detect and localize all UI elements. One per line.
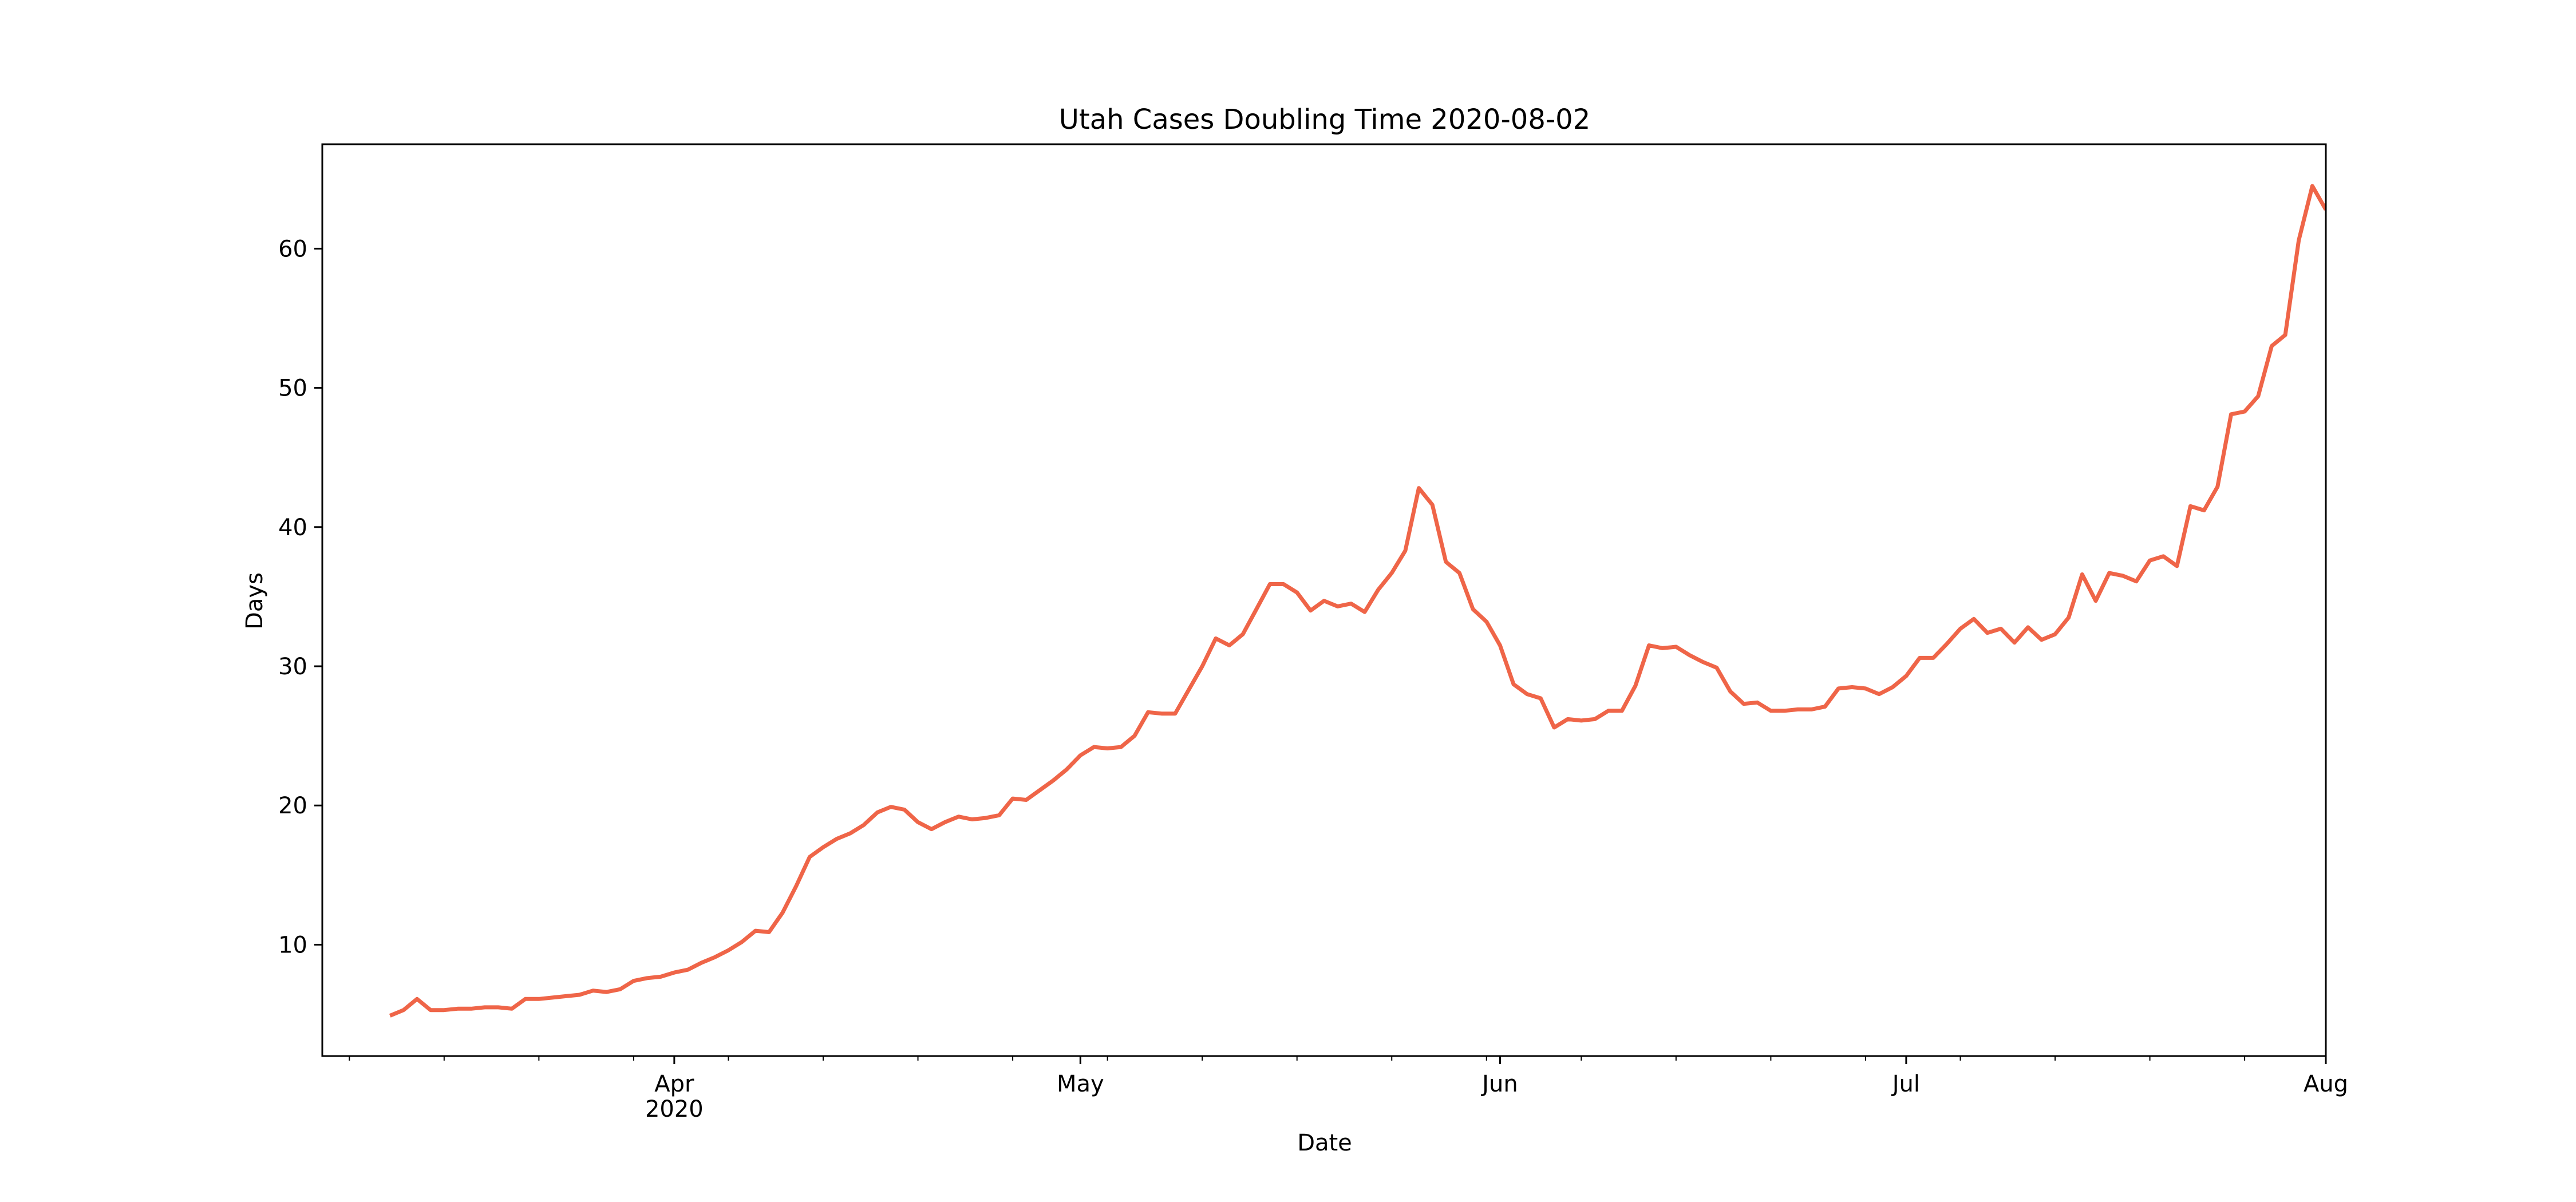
y-tick-label: 60	[278, 236, 307, 262]
y-tick-label: 10	[278, 932, 307, 958]
y-ticks: 10 20 30 40 50 60	[278, 236, 322, 958]
x-tick-label: Jul	[1891, 1071, 1920, 1097]
y-axis-label: Days	[242, 572, 268, 630]
x-axis-label: Date	[1297, 1130, 1352, 1156]
chart-title: Utah Cases Doubling Time 2020-08-02	[1059, 104, 1591, 136]
plot-frame	[321, 143, 2327, 1057]
series-line	[389, 184, 2326, 1018]
x-tick-sublabel: 2020	[645, 1096, 704, 1122]
x-tick-label: Aug	[2304, 1071, 2348, 1097]
y-tick-label: 50	[278, 375, 307, 402]
y-tick-label: 30	[278, 654, 307, 680]
y-tick-label: 40	[278, 515, 307, 541]
y-tick-label: 20	[278, 793, 307, 819]
x-tick-label: Jun	[1480, 1071, 1518, 1097]
x-tick-label: May	[1057, 1071, 1104, 1097]
x-tick-label: Apr	[654, 1071, 694, 1097]
